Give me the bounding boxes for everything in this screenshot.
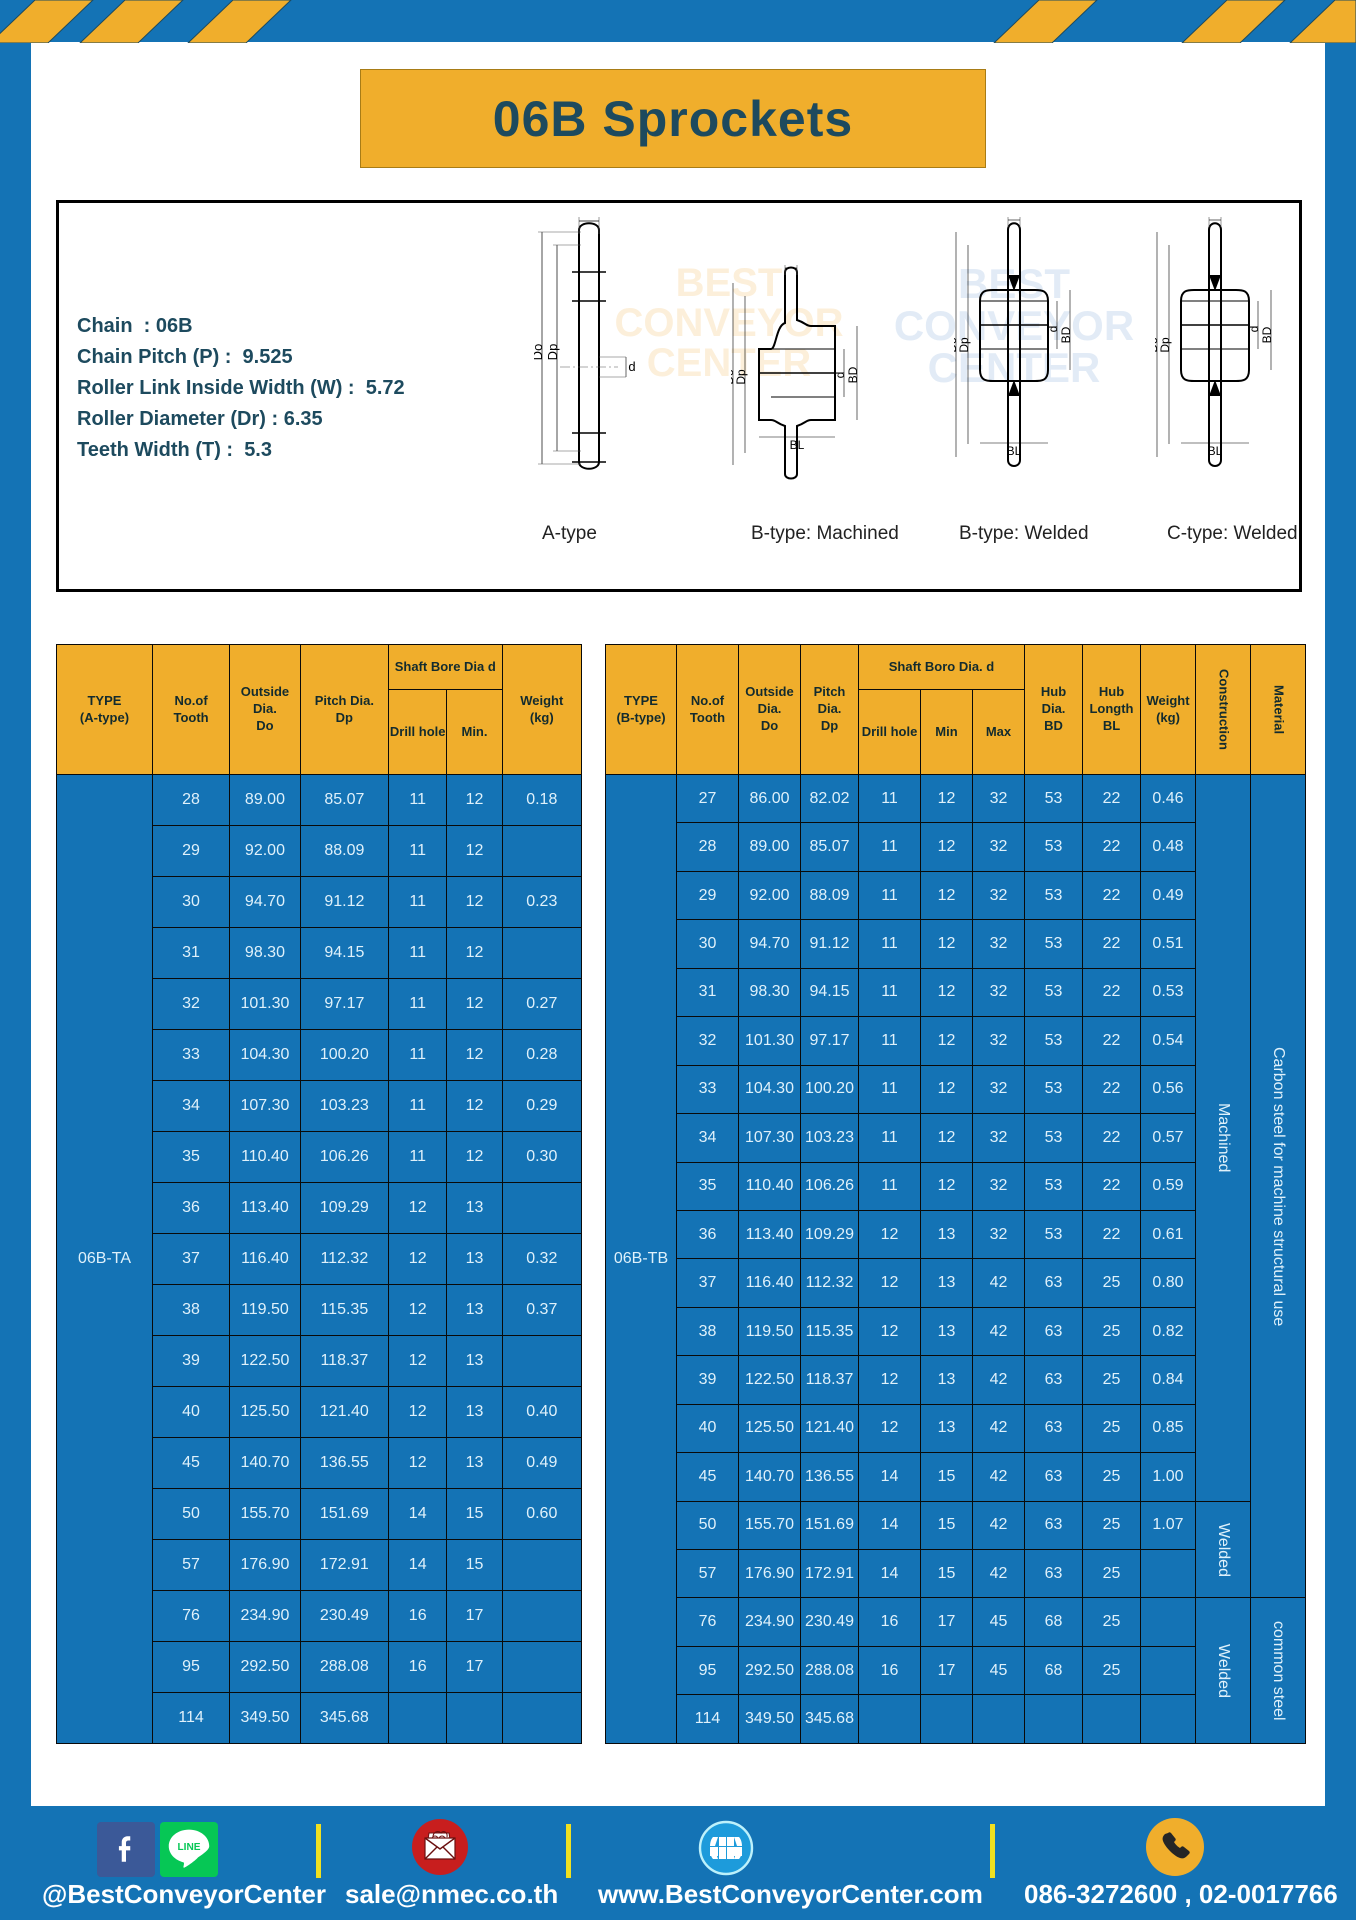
svg-text:LINE: LINE — [177, 1842, 200, 1853]
svg-text:Do: Do — [534, 344, 545, 361]
svg-text:Dp: Dp — [734, 369, 748, 385]
svg-text:Dp: Dp — [545, 344, 560, 361]
svg-text:Dp: Dp — [1158, 337, 1172, 353]
svg-text:BL: BL — [1007, 444, 1022, 458]
svg-text:Dp: Dp — [957, 337, 971, 353]
svg-text:BL: BL — [790, 438, 805, 452]
svg-text:d: d — [1046, 326, 1060, 333]
svg-text:BL: BL — [1208, 444, 1223, 458]
svg-text:BD: BD — [1260, 326, 1274, 343]
svg-text:d: d — [833, 372, 847, 379]
svg-text:BD: BD — [1059, 326, 1073, 343]
svg-text:BD: BD — [846, 366, 860, 383]
svg-text:d: d — [1247, 326, 1261, 333]
svg-text:d: d — [628, 359, 635, 374]
